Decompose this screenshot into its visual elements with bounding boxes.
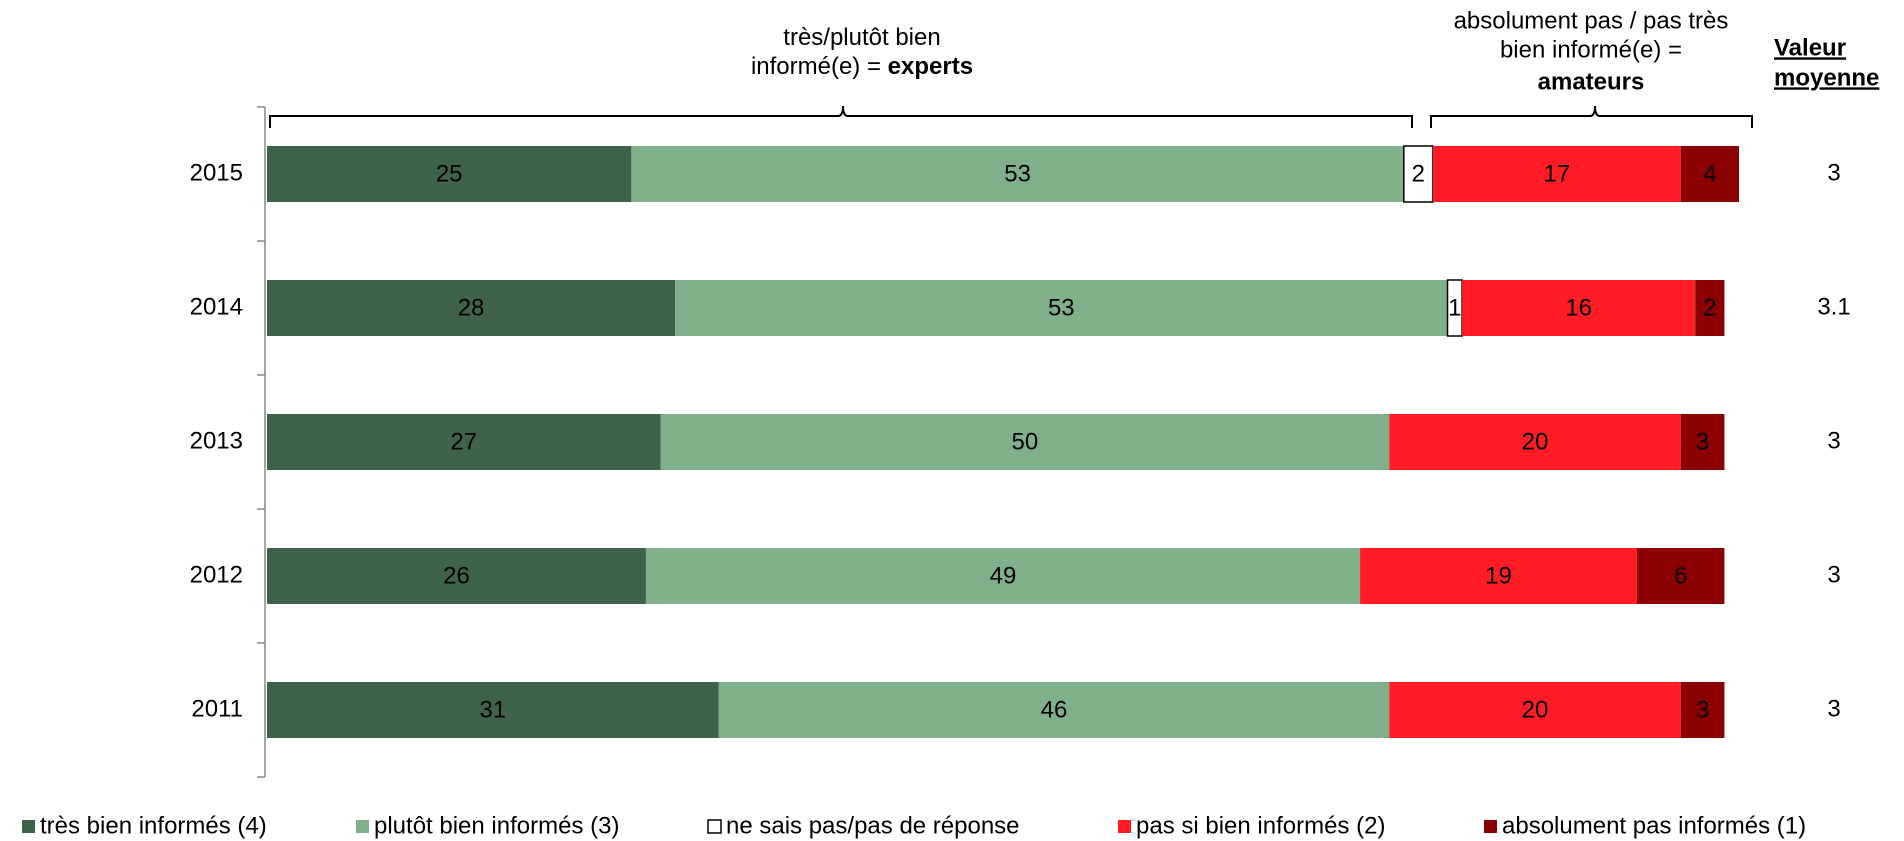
bar-segment — [1680, 414, 1725, 470]
y-tick-label: 2013 — [190, 427, 243, 454]
data-label: 26 — [443, 562, 470, 589]
data-label: 2 — [1703, 294, 1716, 321]
bar-segment — [1462, 280, 1696, 336]
mean-value: 3.1 — [1817, 293, 1850, 320]
data-label: 2 — [1412, 160, 1425, 187]
bar-segment — [1432, 146, 1681, 202]
legend-label: pas si bien informés (2) — [1136, 812, 1385, 839]
data-label: 1 — [1448, 294, 1461, 321]
data-label: 50 — [1012, 428, 1039, 455]
data-label: 3 — [1696, 428, 1709, 455]
bar-segment — [1636, 548, 1725, 604]
annotation-line: très/plutôt bien — [783, 24, 940, 51]
data-label: 46 — [1041, 696, 1068, 723]
mean-value: 3 — [1827, 427, 1840, 454]
y-tick-label: 2012 — [190, 561, 243, 588]
bar-segment — [267, 682, 719, 738]
y-tick-label: 2014 — [190, 293, 243, 320]
legend-label: ne sais pas/pas de réponse — [726, 812, 1020, 839]
legend-label: plutôt bien informés (3) — [374, 812, 619, 839]
data-label: 6 — [1674, 562, 1687, 589]
annotation: très/plutôt bien — [783, 24, 940, 51]
bar-segment — [267, 146, 632, 202]
y-tick-label: 2015 — [190, 159, 243, 186]
data-label: 25 — [436, 160, 463, 187]
data-label: 16 — [1565, 294, 1592, 321]
legend-label: très bien informés (4) — [40, 812, 267, 839]
bar-segment — [267, 548, 646, 604]
data-label: 17 — [1543, 160, 1570, 187]
bar-segment — [660, 414, 1390, 470]
bar-segment — [1389, 682, 1681, 738]
data-label: 28 — [458, 294, 485, 321]
data-label: 27 — [450, 428, 477, 455]
mean-header: moyenne — [1774, 64, 1879, 91]
data-label: 4 — [1703, 160, 1716, 187]
legend-swatch — [22, 820, 35, 833]
bar-segment — [1360, 548, 1637, 604]
bar-segment — [267, 414, 661, 470]
data-label: 49 — [990, 562, 1017, 589]
legend-swatch — [1484, 820, 1497, 833]
bar-segment — [675, 280, 1448, 336]
mean-header: Valeur — [1774, 34, 1846, 61]
annotation-line: informé(e) = — [751, 53, 888, 80]
brace — [1430, 105, 1753, 128]
mean-value: 3 — [1827, 159, 1840, 186]
bar-segment — [645, 548, 1361, 604]
brace — [269, 105, 1413, 128]
annotation-bold: experts — [888, 53, 973, 80]
data-label: 19 — [1485, 562, 1512, 589]
bar-segment — [1695, 280, 1725, 336]
data-label: 3 — [1696, 696, 1709, 723]
bar-segment — [267, 280, 676, 336]
data-label: 20 — [1522, 428, 1549, 455]
legend-swatch — [1118, 820, 1131, 833]
mean-value: 3 — [1827, 695, 1840, 722]
annotation: bien informé(e) = — [1500, 36, 1682, 63]
legend-swatch — [707, 819, 722, 834]
data-label: 31 — [480, 696, 507, 723]
data-label: 53 — [1004, 160, 1031, 187]
bar-segment — [1680, 682, 1725, 738]
mean-value: 3 — [1827, 561, 1840, 588]
y-tick-label: 2011 — [191, 695, 243, 722]
bar-segment — [718, 682, 1390, 738]
bar-segment — [1389, 414, 1681, 470]
bar-segment — [631, 146, 1404, 202]
legend-swatch — [356, 820, 369, 833]
legend-label: absolument pas informés (1) — [1502, 812, 1806, 839]
data-label: 53 — [1048, 294, 1075, 321]
annotation: informé(e) = experts — [751, 53, 973, 80]
data-label: 20 — [1522, 696, 1549, 723]
bar-segment — [1680, 146, 1739, 202]
annotation: absolument pas / pas très — [1454, 7, 1729, 34]
annotation-bold: amateurs — [1538, 68, 1645, 95]
